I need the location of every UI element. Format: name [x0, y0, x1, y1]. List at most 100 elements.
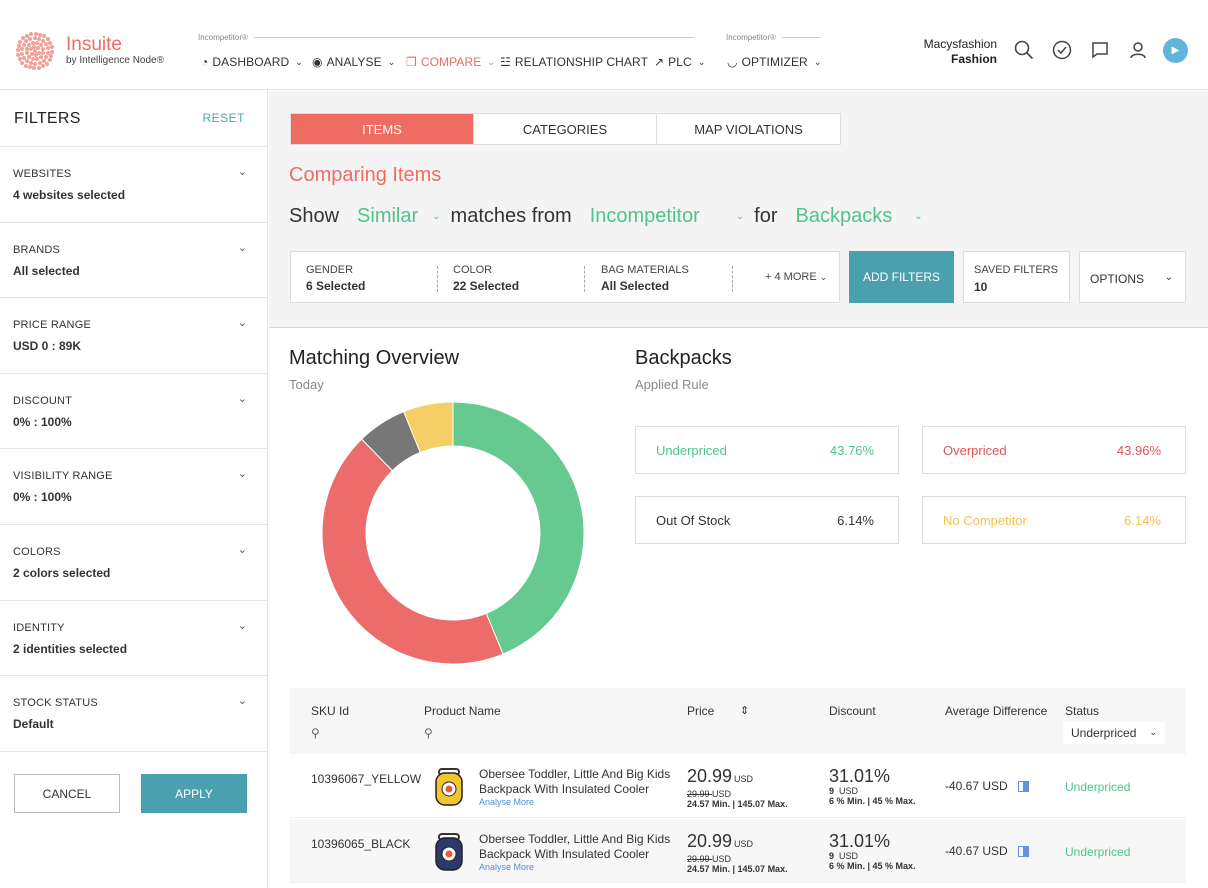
filter-section-stock-status[interactable]: STOCK STATUS Default ⌄ [0, 676, 267, 752]
logo-dot [18, 39, 23, 44]
stat-no-competitor[interactable]: No Competitor 6.14% [922, 496, 1186, 544]
col-status: Status [1065, 704, 1100, 718]
price-min-max: 24.57 Min. | 145.07 Max. [687, 799, 788, 809]
search-icon[interactable] [1012, 38, 1036, 62]
original-price-unit: USD [712, 789, 732, 799]
compare-controls: ITEMS CATEGORIES MAP VIOLATIONS Comparin… [269, 91, 1208, 328]
price-cell: 20.99 USD 29.99 USD 24.57 Min. | 145.07 Max… [687, 831, 807, 875]
filter-section-brands[interactable]: BRANDS All selected ⌄ [0, 223, 267, 299]
filter-label: GENDER [306, 264, 354, 276]
options-dropdown[interactable]: OPTIONS ⌄ [1079, 251, 1186, 303]
nav-relationship-chart[interactable]: ☳ RELATIONSHIP CHART [500, 55, 648, 69]
logo-dot [37, 61, 42, 66]
filter-section-websites[interactable]: WEBSITES 4 websites selected ⌄ [0, 147, 267, 223]
more-filters-dropdown[interactable]: + 4 MORE ⌄ [765, 271, 827, 283]
filter-label: IDENTITY [13, 621, 65, 634]
chevron-down-icon[interactable]: ⌄ [735, 211, 745, 222]
stat-out-of-stock[interactable]: Out Of Stock 6.14% [635, 496, 899, 544]
compare-details-icon[interactable] [1017, 780, 1029, 792]
chevron-down-icon[interactable]: ⌄ [432, 211, 441, 222]
discount-value: 31.01% [829, 766, 891, 786]
logo-dot [24, 39, 29, 44]
donut-slice-no-competitor[interactable] [403, 401, 454, 454]
tab-items[interactable]: ITEMS [291, 114, 474, 144]
stat-overpriced[interactable]: Overpriced 43.96% [922, 426, 1186, 474]
logo-dot [44, 55, 49, 60]
gender-filter[interactable]: GENDER 6 Selected [306, 264, 365, 293]
logo-dot [41, 46, 46, 51]
filter-section-colors[interactable]: COLORS 2 colors selected ⌄ [0, 525, 267, 601]
col-price[interactable]: Price [687, 704, 715, 718]
tab-map-violations[interactable]: MAP VIOLATIONS [694, 121, 803, 137]
donut-slice-overpriced[interactable] [321, 438, 504, 665]
nav-dashboard[interactable]: ◔ DASHBOARD ⌄ [201, 55, 303, 69]
color-filter[interactable]: COLOR 22 Selected [453, 264, 519, 293]
message-icon[interactable] [1088, 38, 1112, 62]
user-icon[interactable] [1126, 38, 1150, 62]
filter-section-price-range[interactable]: PRICE RANGE USD 0 : 89K ⌄ [0, 298, 267, 374]
stat-label: Underpriced [656, 443, 727, 458]
filter-section-discount[interactable]: DISCOUNT 0% : 100% ⌄ [0, 374, 267, 450]
account-name[interactable]: Macysfashion Fashion [924, 37, 997, 67]
view-tabs: ITEMS CATEGORIES MAP VIOLATIONS [290, 113, 841, 145]
product-thumbnail[interactable] [430, 832, 468, 872]
logo-dot [24, 51, 29, 56]
filter-label: BAG MATERIALS [601, 264, 689, 276]
source-select[interactable]: Incompetitor [589, 205, 700, 227]
product-name[interactable]: Obersee Toddler, Little And Big Kids Bac… [479, 767, 671, 796]
chevron-down-icon[interactable]: ⌄ [237, 317, 247, 330]
chevron-down-icon[interactable]: ⌄ [237, 695, 247, 708]
search-icon[interactable]: ⚲ [424, 726, 433, 740]
stat-underpriced[interactable]: Underpriced 43.76% [635, 426, 899, 474]
status-badge: Underpriced [1065, 780, 1131, 794]
nav-plc[interactable]: ↗ PLC ⌄ [654, 55, 705, 69]
divider [732, 266, 733, 292]
table-row[interactable]: 10396065_BLACK Obersee Toddler, Little An… [290, 819, 1186, 883]
chevron-down-icon[interactable]: ⌄ [237, 392, 247, 405]
filter-section-identity[interactable]: IDENTITY 2 identities selected ⌄ [0, 601, 267, 677]
nav-optimizer[interactable]: ◡ OPTIMIZER ⌄ [727, 55, 821, 69]
chevron-down-icon[interactable]: ⌄ [237, 166, 247, 178]
saved-filters-dropdown[interactable]: SAVED FILTERS 10 [963, 251, 1070, 303]
status-filter-select[interactable]: Underpriced ⌄ [1063, 722, 1165, 744]
sku-id: 10396067_YELLOW [311, 772, 422, 786]
product-thumbnail[interactable] [430, 767, 468, 807]
analyse-more-link[interactable]: Analyse More [479, 797, 535, 807]
price-unit: USD [734, 774, 754, 784]
category-select[interactable]: Backpacks [795, 205, 893, 227]
chevron-down-icon[interactable]: ⌄ [237, 468, 247, 481]
cancel-button[interactable]: CANCEL [14, 774, 120, 813]
analyse-more-link[interactable]: Analyse More [479, 862, 535, 872]
filter-section-visibility-range[interactable]: VISIBILITY RANGE 0% : 100% ⌄ [0, 449, 267, 525]
compare-details-icon[interactable] [1017, 845, 1029, 857]
chevron-down-icon[interactable]: ⌄ [237, 241, 247, 254]
brand-logo[interactable]: Insuite by Intelligence Node® [14, 30, 164, 72]
bag-materials-filter[interactable]: BAG MATERIALS All Selected [601, 264, 689, 293]
account-line: Fashion [950, 52, 997, 66]
tab-categories[interactable]: CATEGORIES [474, 114, 657, 144]
chevron-down-icon[interactable]: ⌄ [237, 543, 247, 556]
search-icon[interactable]: ⚲ [311, 726, 320, 740]
product-name[interactable]: Obersee Toddler, Little And Big Kids Bac… [479, 832, 671, 861]
nav-analyse[interactable]: ◉ ANALYSE ⌄ [312, 55, 395, 69]
logo-dot [30, 57, 35, 62]
reset-button[interactable]: RESET [202, 111, 245, 125]
table-row[interactable]: 10396067_YELLOW Obersee Toddler, Little A… [290, 754, 1186, 818]
nav-group-tag: Incompetitor® [198, 33, 248, 42]
play-icon[interactable]: ▶ [1163, 38, 1188, 63]
col-product-name: Product Name [424, 704, 501, 718]
donut-slice-underpriced[interactable] [452, 401, 585, 655]
logo-dot [24, 59, 29, 64]
original-price: 29.99 [687, 789, 710, 799]
history-icon[interactable] [1050, 38, 1074, 62]
discount-cell: 31.01% 9 USD 6 % Min. | 45 % Max. [829, 831, 939, 872]
filter-label: BRANDS [13, 243, 61, 256]
chevron-down-icon[interactable]: ⌄ [237, 619, 247, 632]
add-filters-button[interactable]: ADD FILTERS [849, 251, 954, 303]
match-type-select[interactable]: Similar [357, 205, 419, 227]
sort-icon[interactable]: ⇕ [740, 705, 750, 717]
apply-button[interactable]: APPLY [141, 774, 247, 813]
nav-compare[interactable]: ❐ COMPARE ⌄ [406, 55, 495, 69]
brand-name: Insuite [66, 34, 122, 55]
chevron-down-icon[interactable]: ⌄ [914, 211, 923, 222]
